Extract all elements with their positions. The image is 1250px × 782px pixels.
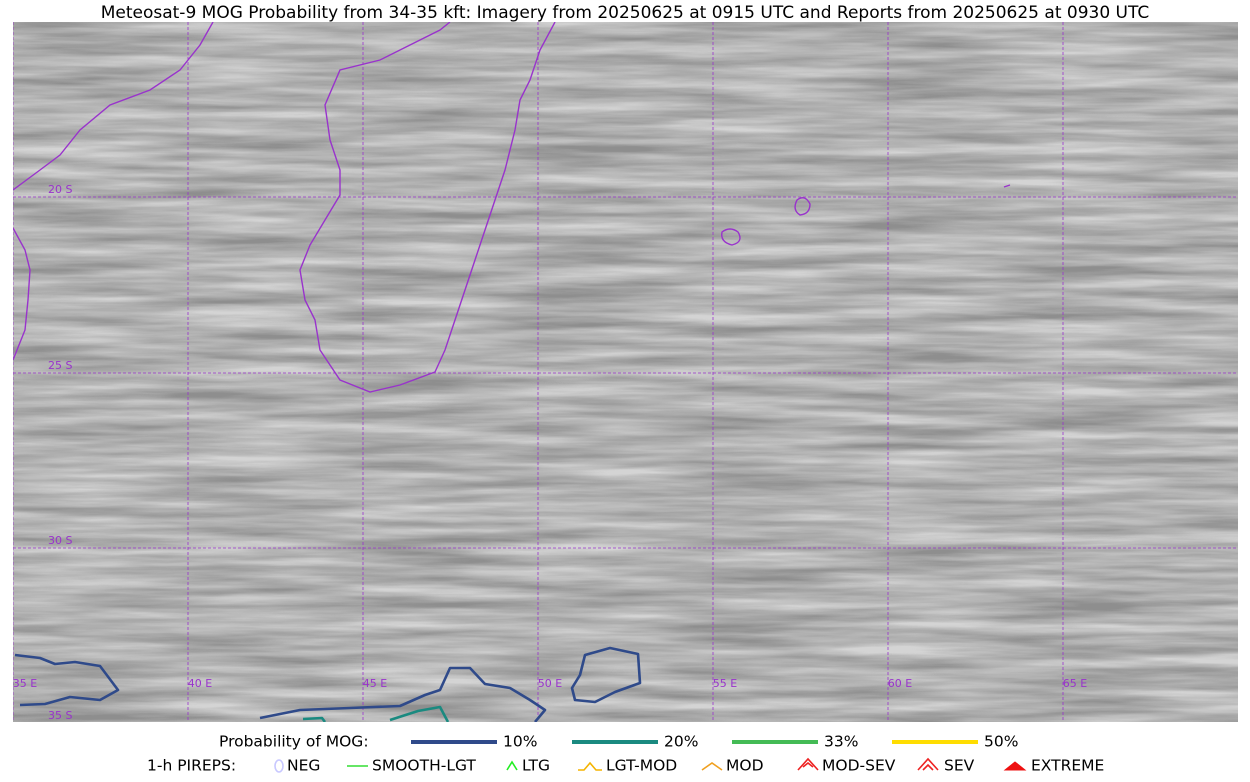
legend-label: NEG [287, 757, 320, 775]
lat-label: 35 S [48, 709, 72, 722]
legend: Probability of MOG: 1-h PIREPS: 10% 20% 33… [147, 733, 1104, 775]
contour [389, 705, 450, 722]
lat-label: 20 S [48, 183, 72, 196]
probability-contours [14, 646, 642, 722]
contour [570, 646, 642, 704]
legend-icon [578, 761, 602, 771]
contour [259, 666, 547, 722]
legend-icon [701, 762, 723, 771]
legend-icon [917, 757, 939, 771]
lat-label: 30 S [48, 534, 72, 547]
legend-title: Probability of MOG: [219, 733, 369, 751]
legend-label: 20% [664, 733, 698, 751]
legend-label: 33% [824, 733, 858, 751]
island [794, 197, 811, 216]
legend-label: 50% [984, 733, 1018, 751]
satellite-texture [13, 22, 1238, 722]
lon-label: 50 E [538, 677, 562, 690]
island [721, 228, 741, 246]
coastlines [13, 22, 1011, 393]
legend-icon [506, 760, 518, 771]
legend-label: LTG [522, 757, 550, 775]
legend-label: MOD [726, 757, 764, 775]
title: Meteosat-9 MOG Probability from 34-35 kf… [101, 3, 1150, 23]
africa-coast [13, 227, 31, 361]
lat-label: 25 S [48, 359, 72, 372]
legend-icon [274, 759, 284, 773]
legend-icon [797, 757, 819, 771]
graticule: 20 S 25 S 30 S 35 S 35 E 40 E 45 E 50 E 55 E 60 E… [13, 22, 1238, 722]
legend-label: LGT-MOD [606, 757, 677, 775]
lon-label: 35 E [13, 677, 37, 690]
legend-title: 1-h PIREPS: [147, 757, 236, 775]
legend-label: MOD-SEV [822, 757, 896, 775]
legend-label: SMOOTH-LGT [372, 757, 476, 775]
legend-label: EXTREME [1031, 757, 1104, 775]
lon-label: 45 E [363, 677, 387, 690]
island [1003, 184, 1011, 188]
contour [302, 716, 327, 722]
lon-label: 65 E [1063, 677, 1087, 690]
lon-label: 40 E [188, 677, 212, 690]
lon-label: 55 E [713, 677, 737, 690]
legend-icon [1003, 761, 1027, 771]
legend-label: SEV [944, 757, 975, 775]
legend-label: 10% [503, 733, 537, 751]
contour [14, 653, 120, 707]
lon-label: 60 E [888, 677, 912, 690]
africa-coast [13, 22, 214, 191]
map: 20 S 25 S 30 S 35 S 35 E 40 E 45 E 50 E 55 E 60 E… [13, 22, 1238, 722]
madagascar-coast [299, 22, 556, 393]
